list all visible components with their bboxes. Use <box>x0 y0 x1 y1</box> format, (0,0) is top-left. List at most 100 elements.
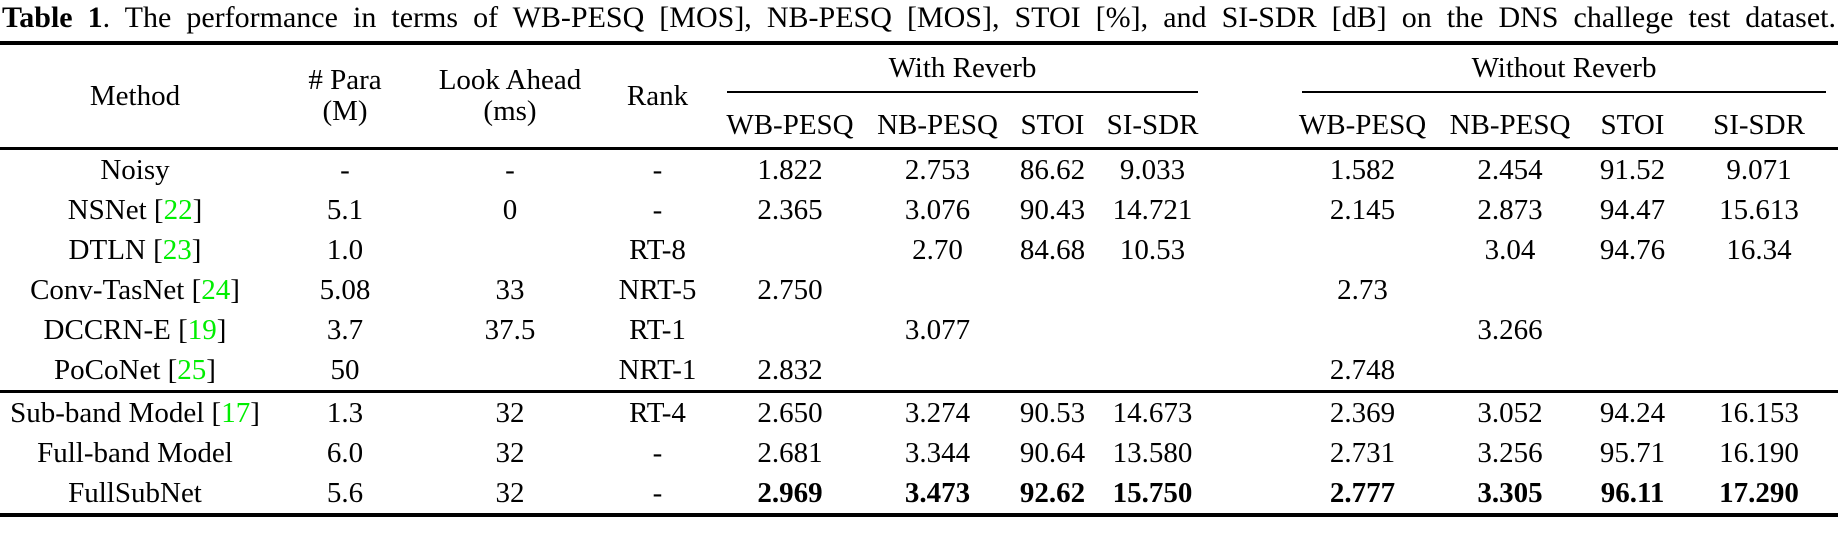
with-reverb-wb-pesq-cell: 2.750 <box>757 274 823 306</box>
method-cell: FullSubNet <box>0 473 270 515</box>
table-row: Full-band Model 6.0 32 - 2.681 3.344 90.64 13.5… <box>0 433 1838 473</box>
group-header-with-reverb-label: With Reverb <box>888 52 1037 84</box>
with-reverb-wb-pesq-cell: 2.681 <box>757 437 823 469</box>
with-reverb-nb-pesq-cell: 2.70 <box>912 234 963 266</box>
method-cell: Noisy <box>0 149 270 191</box>
without-reverb-wb-pesq-cell: 2.777 <box>1329 477 1396 509</box>
rank-cell: RT-1 <box>629 314 686 346</box>
with-reverb-si-sdr-cell: 10.53 <box>1119 234 1186 266</box>
with-reverb-nb-pesq-cell <box>865 350 1010 392</box>
without-reverb-si-sdr-cell: 16.153 <box>1719 397 1799 429</box>
with-reverb-nb-pesq-cell: 3.344 <box>904 437 971 469</box>
without-reverb-si-sdr-cell <box>1680 350 1838 392</box>
group-gap-cell <box>1210 149 1290 191</box>
header-row-groups: Method # Para (M) Look Ahead (ms) Rank W… <box>0 43 1838 127</box>
citation-bracket-open: [ <box>204 397 222 429</box>
group-gap-cell <box>1210 433 1290 473</box>
table-row: DTLN [23] 1.0 RT-8 2.70 84.68 10.53 3.04 94.76 1… <box>0 230 1838 270</box>
without-reverb-si-sdr-cell: 17.290 <box>1719 477 1799 509</box>
look-ahead-cell: - <box>505 154 515 186</box>
table-row: NSNet [22] 5.1 0 - 2.365 3.076 90.43 14.721 2.14… <box>0 190 1838 230</box>
method-name: Noisy <box>100 154 170 186</box>
para-cell: 1.3 <box>326 397 364 429</box>
without-reverb-stoi-cell: 95.71 <box>1599 437 1666 469</box>
method-name: FullSubNet <box>68 477 202 509</box>
citation-bracket-close: ] <box>192 194 203 226</box>
with-reverb-nb-pesq-cell: 3.076 <box>904 194 971 226</box>
col-header-look-ahead: Look Ahead (ms) <box>420 43 600 149</box>
table-row: DCCRN-E [19] 3.7 37.5 RT-1 3.077 3.266 <box>0 310 1838 350</box>
col-header-para-line1: # Para <box>308 64 382 96</box>
rank-cell: RT-4 <box>629 397 686 429</box>
col-header-wr-stoi: STOI <box>1020 108 1085 141</box>
citation-number: 25 <box>177 354 207 386</box>
method-name: DTLN <box>68 234 146 266</box>
para-cell: 50 <box>330 354 360 386</box>
col-header-wor-si-sdr: SI-SDR <box>1713 108 1805 141</box>
col-header-method: Method <box>89 79 181 112</box>
col-header-wr-wb-pesq: WB-PESQ <box>726 108 854 141</box>
table-header: Method # Para (M) Look Ahead (ms) Rank W… <box>0 43 1838 149</box>
without-reverb-si-sdr-cell <box>1680 270 1838 310</box>
without-reverb-nb-pesq-cell: 2.454 <box>1477 154 1543 186</box>
look-ahead-cell <box>420 350 600 392</box>
without-reverb-wb-pesq-cell: 2.731 <box>1329 437 1396 469</box>
group-gap-cell <box>1210 310 1290 350</box>
method-name: Sub-band Model <box>10 397 205 429</box>
para-cell: 5.08 <box>319 274 371 306</box>
method-cell: Full-band Model <box>0 433 270 473</box>
rank-cell: - <box>652 154 663 186</box>
method-name: Conv-TasNet <box>30 274 185 306</box>
table-caption: Table 1. The performance in terms of WB-… <box>0 0 1838 41</box>
para-cell: 3.7 <box>326 314 364 346</box>
method-name: DCCRN-E <box>43 314 171 346</box>
with-reverb-stoi-cell <box>1010 310 1095 350</box>
without-reverb-nb-pesq-cell <box>1435 350 1585 392</box>
citation-bracket-open: [ <box>145 234 163 266</box>
with-reverb-wb-pesq-cell: 2.832 <box>757 354 823 386</box>
method-cell: Conv-TasNet [24] <box>0 270 270 310</box>
without-reverb-stoi-cell <box>1585 310 1680 350</box>
without-reverb-stoi-cell: 91.52 <box>1599 154 1666 186</box>
citation-number: 24 <box>201 274 231 306</box>
look-ahead-cell: 37.5 <box>484 314 536 346</box>
group-header-with-reverb: With Reverb <box>715 43 1210 103</box>
results-table: Method # Para (M) Look Ahead (ms) Rank W… <box>0 41 1838 517</box>
without-reverb-si-sdr-cell <box>1680 310 1838 350</box>
without-reverb-wb-pesq-cell: 2.369 <box>1329 397 1396 429</box>
table-row: Conv-TasNet [24] 5.08 33 NRT-5 2.750 2.73 <box>0 270 1838 310</box>
without-reverb-nb-pesq-cell: 3.256 <box>1477 437 1543 469</box>
citation-number: 22 <box>163 194 193 226</box>
col-header-wor-stoi: STOI <box>1600 108 1665 141</box>
citation-bracket-close: ] <box>230 274 240 306</box>
group-header-without-reverb: Without Reverb <box>1290 43 1838 103</box>
col-header-wr-si-sdr: SI-SDR <box>1106 108 1199 141</box>
without-reverb-stoi-cell <box>1585 350 1680 392</box>
with-reverb-stoi-cell <box>1010 350 1095 392</box>
with-reverb-si-sdr-cell <box>1095 310 1210 350</box>
with-reverb-stoi-cell <box>1010 270 1095 310</box>
col-header-look-ahead-line2: (ms) <box>483 95 537 127</box>
citation-bracket-close: ] <box>191 234 202 266</box>
with-reverb-wb-pesq-cell <box>715 310 865 350</box>
col-header-rank: Rank <box>626 79 689 112</box>
method-cell: Sub-band Model [17] <box>0 392 270 434</box>
without-reverb-si-sdr-cell: 16.190 <box>1719 437 1799 469</box>
with-reverb-nb-pesq-cell <box>865 270 1010 310</box>
without-reverb-wb-pesq-cell: 2.748 <box>1329 354 1396 386</box>
without-reverb-rule <box>1302 91 1827 93</box>
method-cell: DTLN [23] <box>0 230 270 270</box>
with-reverb-si-sdr-cell: 9.033 <box>1119 154 1186 186</box>
citation-number: 23 <box>162 234 192 266</box>
group-gap-cell <box>1210 350 1290 392</box>
para-cell: 6.0 <box>326 437 364 469</box>
with-reverb-si-sdr-cell <box>1095 270 1210 310</box>
col-header-wor-wb-pesq: WB-PESQ <box>1298 108 1427 141</box>
rank-cell: NRT-1 <box>618 354 697 386</box>
group-gap-cell <box>1210 392 1290 434</box>
section-proposed: Sub-band Model [17] 1.3 32 RT-4 2.650 3.274 90… <box>0 392 1838 516</box>
method-name: NSNet <box>67 194 147 226</box>
group-gap-cell <box>1210 190 1290 230</box>
with-reverb-rule <box>727 91 1199 93</box>
